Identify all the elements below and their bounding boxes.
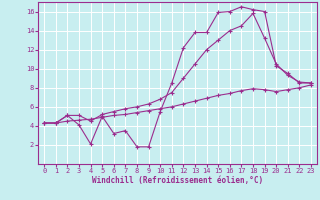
X-axis label: Windchill (Refroidissement éolien,°C): Windchill (Refroidissement éolien,°C) (92, 176, 263, 185)
